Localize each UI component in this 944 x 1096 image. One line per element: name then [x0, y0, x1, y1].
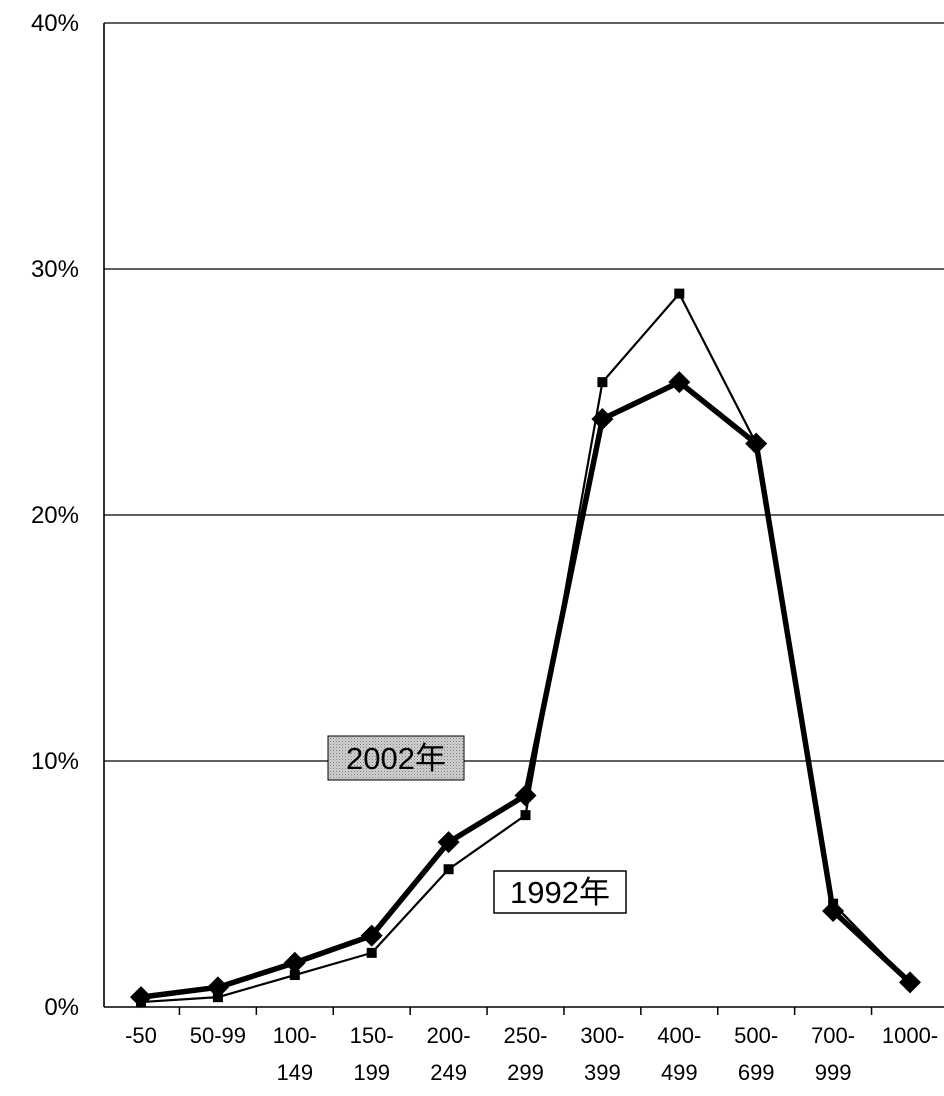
- series-labels: 2002年 1992年: [327, 735, 627, 914]
- y-tick-label: 10%: [31, 748, 79, 775]
- data-point-square: [674, 288, 685, 299]
- x-tick-label: 500-: [734, 1023, 778, 1048]
- data-point-square: [443, 864, 454, 875]
- x-tick-label: 399: [584, 1060, 621, 1085]
- x-tick-label: 100-: [273, 1023, 317, 1048]
- data-point-square: [366, 947, 377, 958]
- y-tick-label: 30%: [31, 256, 79, 283]
- x-tick-label: 249: [430, 1060, 467, 1085]
- y-tick-label: 20%: [31, 502, 79, 529]
- data-point-diamond: [822, 900, 845, 923]
- data-point-diamond: [360, 924, 383, 947]
- data-point-square: [597, 377, 608, 388]
- series-lines: [130, 288, 921, 1009]
- data-point-diamond: [283, 951, 306, 974]
- series-label-text: 2002年: [346, 741, 446, 776]
- data-point-square: [520, 810, 531, 821]
- x-tick-label: 300-: [580, 1023, 624, 1048]
- series-label-text: 1992年: [510, 875, 610, 910]
- y-tick-label: 0%: [44, 994, 79, 1021]
- series-label-1: 1992年: [493, 870, 627, 914]
- x-tick-label: 200-: [427, 1023, 471, 1048]
- data-point-square: [905, 977, 915, 988]
- x-tick-label: -50: [125, 1023, 157, 1048]
- axes: 0% 10% 20% 30% 40% -50 50-99 100- 149 150- 199 200-…: [31, 10, 944, 1085]
- x-tick-label: 199: [353, 1060, 390, 1085]
- series-label-0: 2002年: [327, 735, 465, 781]
- x-tick-label: 250-: [503, 1023, 547, 1048]
- x-tick-label: 150-: [350, 1023, 394, 1048]
- data-point-square: [136, 997, 146, 1008]
- x-tick-label: 699: [738, 1060, 775, 1085]
- x-tick-label: 999: [815, 1060, 852, 1085]
- x-tick-label: 1000-: [882, 1023, 938, 1048]
- series-label-box: [327, 735, 465, 781]
- data-point-square: [828, 898, 839, 909]
- x-tick-label: 400-: [657, 1023, 701, 1048]
- x-tick-label: 299: [507, 1060, 544, 1085]
- data-point-diamond: [437, 831, 460, 854]
- series-label-box: [493, 870, 627, 914]
- data-point-square: [751, 438, 762, 449]
- x-tick-label: 149: [276, 1060, 313, 1085]
- gridlines: [104, 22, 944, 762]
- x-tick-label: 700-: [811, 1023, 855, 1048]
- data-point-square: [289, 970, 300, 981]
- data-point-diamond: [206, 976, 229, 999]
- data-point-diamond: [668, 371, 691, 394]
- x-tick-label: 499: [661, 1060, 698, 1085]
- data-point-square: [212, 992, 223, 1003]
- x-tick-label: 50-99: [190, 1023, 246, 1048]
- y-tick-label: 40%: [31, 10, 79, 37]
